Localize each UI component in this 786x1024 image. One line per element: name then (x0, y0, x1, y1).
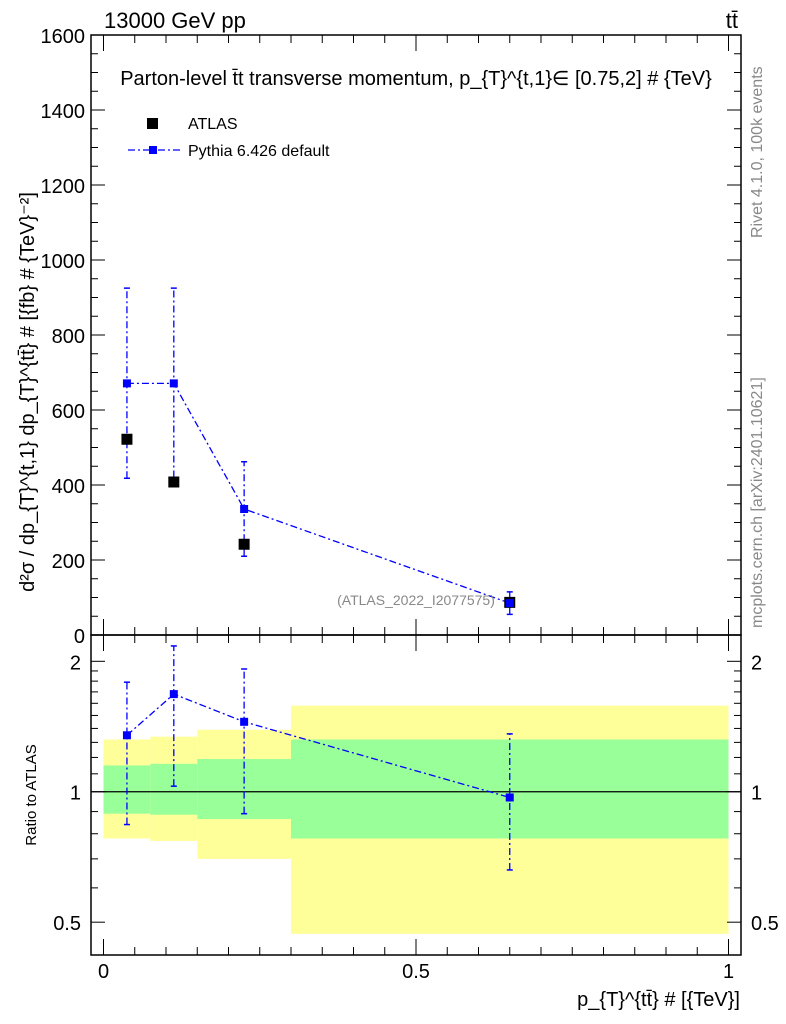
ratio-ytick-label: 1 (70, 783, 81, 805)
ratio-axes: 0.5 0.5 1 1 2 2 0 0.5 1 (53, 635, 779, 983)
rivet-label: Rivet 4.1.0, 100k events (749, 66, 766, 238)
pythia-point (169, 379, 178, 388)
legend-pythia-label: Pythia 6.426 default (188, 143, 330, 160)
ratio-bands (91, 705, 741, 934)
legend-atlas-label: ATLAS (188, 116, 238, 133)
ratio-inner-band (150, 763, 198, 815)
atlas-point (168, 476, 180, 488)
ratio-ytick-label: 2 (70, 652, 81, 674)
ratio-xtick-label: 1 (723, 961, 734, 983)
main-ylabel: d²σ / dp_{T}^{t,1} dp_{T}^{tt̄} # [{fb} … (17, 192, 39, 592)
pythia-line (126, 382, 510, 604)
ratio-pythia-line (126, 693, 510, 799)
ratio-ytick-label-right: 0.5 (751, 913, 779, 935)
legend: ATLAS Pythia 6.426 default (128, 116, 330, 160)
analysis-watermark: (ATLAS_2022_I2077575) (337, 592, 495, 608)
ratio-pythia-point (240, 717, 249, 726)
main-ytick-label: 400 (52, 476, 85, 498)
ratio-ytick-label: 0.5 (53, 913, 81, 935)
main-ytick-label: 600 (52, 401, 85, 423)
process-label: tt̄ (726, 8, 738, 33)
main-title: Parton-level t̄t transverse momentum, p_… (120, 68, 712, 90)
main-ytick-label: 0 (74, 626, 85, 648)
main-axes: 0 200 400 600 800 1000 1200 1400 1600 (41, 26, 741, 648)
atlas-point (238, 538, 250, 550)
atlas-point (121, 433, 133, 445)
ratio-pythia-point (122, 731, 131, 740)
ratio-pythia-point (505, 793, 514, 802)
mcplots-label: mcplots.cern.ch [arXiv:2401.10621] (749, 377, 766, 628)
ratio-pythia-point (169, 690, 178, 699)
main-marks (121, 287, 516, 616)
legend-pythia-marker (149, 146, 157, 154)
main-ytick-label: 800 (52, 326, 85, 348)
main-ytick-label: 1600 (41, 26, 86, 48)
ratio-xtick-label: 0.5 (402, 961, 430, 983)
legend-atlas-marker (147, 118, 158, 129)
ratio-ytick-label-right: 2 (751, 652, 762, 674)
pythia-point (505, 599, 514, 608)
ratio-marks (122, 645, 514, 871)
ratio-xtick-label: 0 (98, 961, 109, 983)
main-ytick-label: 1000 (41, 251, 86, 273)
main-ytick-label: 1200 (41, 176, 86, 198)
ratio-ylabel: Ratio to ATLAS (23, 744, 40, 845)
main-ytick-label: 1400 (41, 101, 86, 123)
pythia-point (122, 379, 131, 388)
beam-label: 13000 GeV pp (104, 8, 246, 33)
pythia-point (240, 505, 249, 513)
main-ytick-label: 200 (52, 551, 85, 573)
ratio-ytick-label-right: 1 (751, 783, 762, 805)
ratio-xlabel: p_{T}^{tt̄} # [{TeV}] (577, 989, 740, 1011)
